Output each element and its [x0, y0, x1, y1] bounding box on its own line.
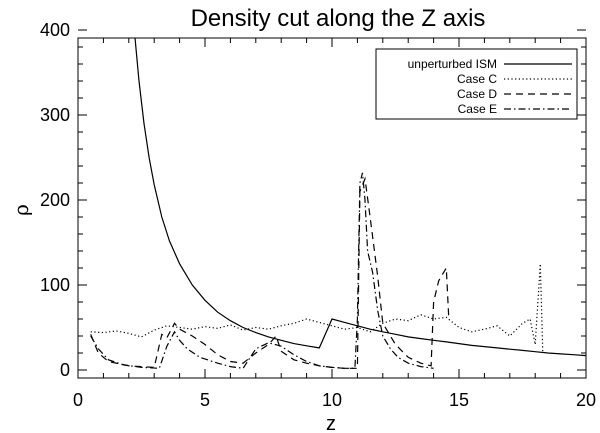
series-line-unperturbed-ism — [134, 38, 586, 357]
y-tick-label: 400 — [40, 20, 70, 40]
x-axis-label: z — [326, 413, 336, 433]
y-tick-label: 0 — [60, 360, 70, 380]
y-axis-label: ρ — [9, 204, 33, 216]
series-group — [90, 38, 586, 369]
series-line-case-c — [90, 263, 544, 354]
chart-title: Density cut along the Z axis — [191, 5, 486, 32]
series-line-case-d — [90, 176, 450, 369]
legend-label: Case D — [457, 87, 497, 101]
x-tick-label: 20 — [576, 390, 596, 410]
y-tick-label: 300 — [40, 105, 70, 125]
x-tick-label: 5 — [200, 390, 210, 410]
legend-label: Case E — [458, 102, 497, 116]
y-tick-label: 200 — [40, 190, 70, 210]
x-axis-ticks: 0 5 10 15 20 — [73, 38, 596, 410]
legend-box — [375, 48, 578, 120]
legend-label: Case C — [457, 72, 497, 86]
y-axis-ticks: 0 100 200 300 400 — [40, 20, 586, 380]
series-line-case-e — [90, 172, 434, 369]
y-tick-label: 100 — [40, 275, 70, 295]
x-tick-label: 0 — [73, 390, 83, 410]
x-tick-label: 10 — [322, 390, 342, 410]
legend-label: unperturbed ISM — [408, 57, 497, 71]
x-tick-label: 15 — [449, 390, 469, 410]
